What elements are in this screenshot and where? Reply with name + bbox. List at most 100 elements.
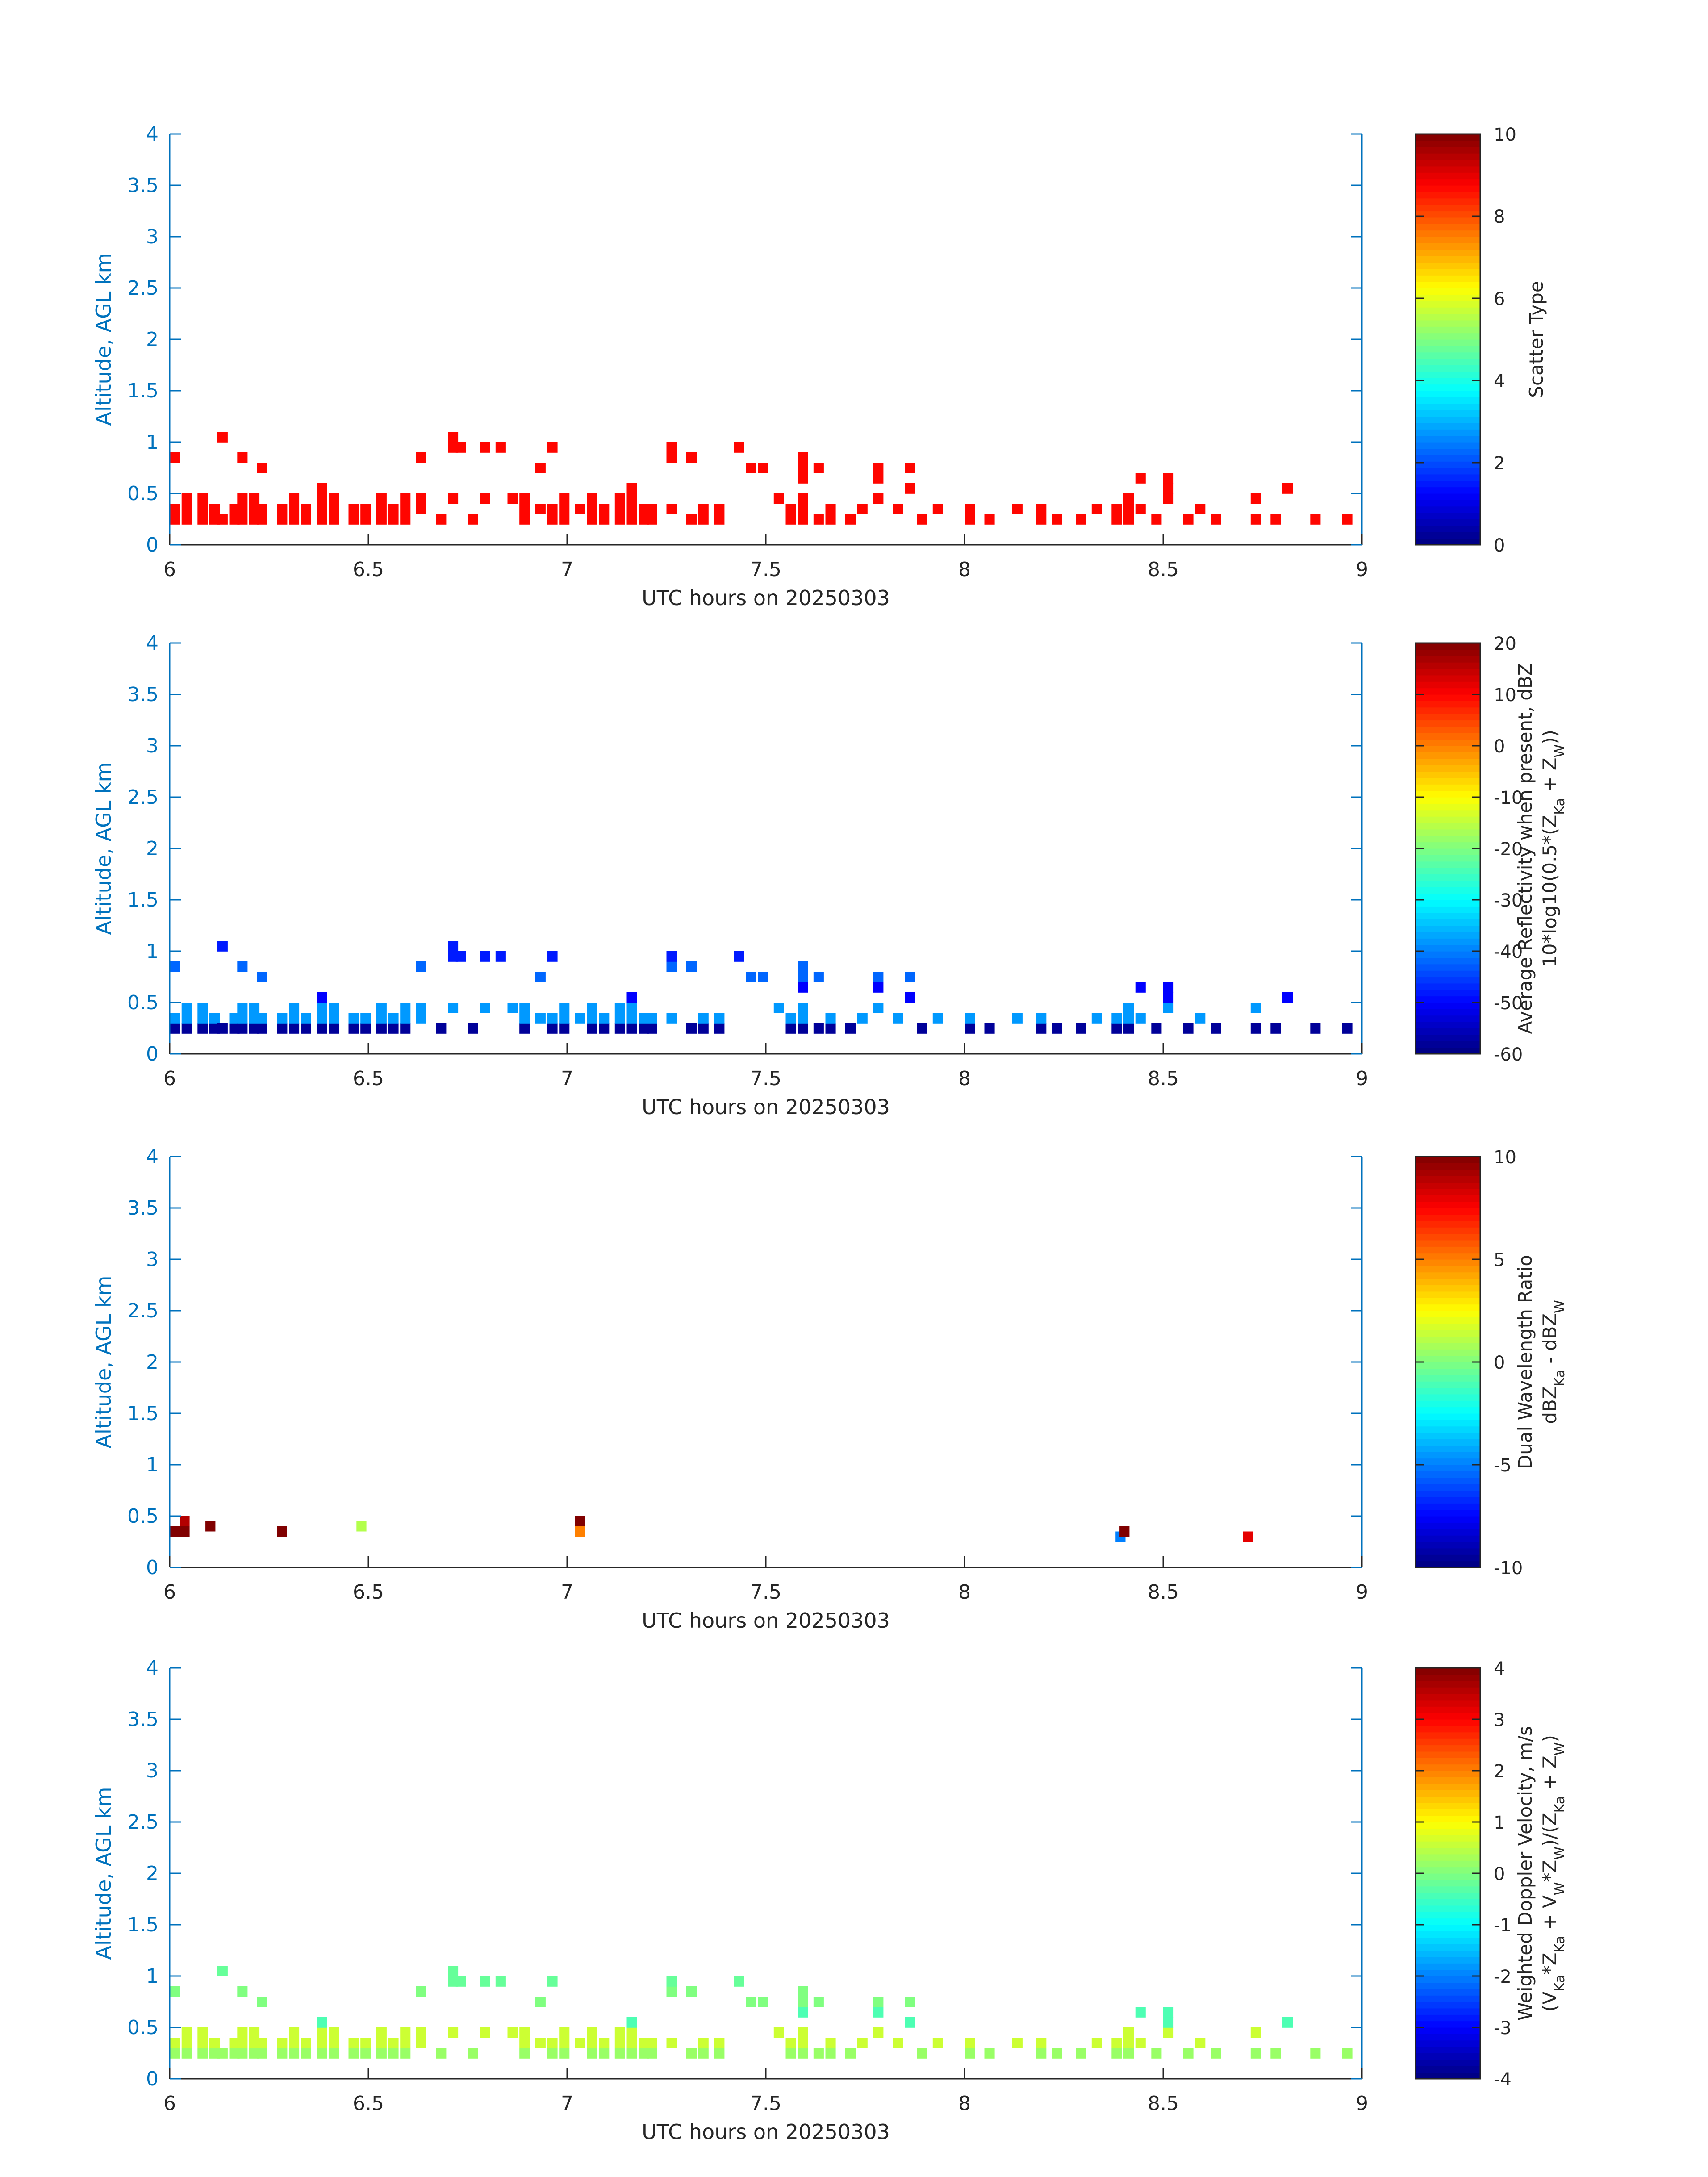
- data-cell: [626, 2017, 637, 2028]
- y-tick-label: 3: [146, 226, 159, 248]
- colorbar-segment: [1416, 1828, 1480, 1835]
- heatmap-cells: [170, 1516, 1253, 1542]
- data-cell: [798, 504, 808, 514]
- colorbar-segment: [1416, 1003, 1480, 1009]
- data-cell: [917, 2048, 927, 2059]
- data-cell: [448, 1966, 459, 1976]
- data-cell: [734, 951, 744, 962]
- colorbar-segment: [1416, 1726, 1480, 1733]
- data-cell: [181, 2048, 192, 2059]
- data-cell: [917, 1023, 927, 1034]
- data-cell: [1123, 2048, 1134, 2059]
- data-cell: [686, 961, 697, 972]
- panel-reflectivity: 6 6.5 7 7.5 8 8.5 9 0 0.5 1 1.5 2 2.5 3 3.5 4 UTC hours …: [92, 632, 1568, 1119]
- data-cell: [1270, 2048, 1281, 2059]
- x-tick-label: 7.5: [750, 2092, 781, 2115]
- colorbar-tick-label: -1: [1494, 1915, 1512, 1936]
- colorbar-segment: [1416, 1956, 1480, 1964]
- data-cell: [932, 2038, 943, 2048]
- data-cell: [376, 504, 387, 514]
- colorbar-segment: [1416, 455, 1480, 462]
- data-cell: [197, 493, 208, 504]
- data-cell: [647, 514, 657, 525]
- data-cell: [587, 2048, 597, 2059]
- data-cell: [825, 2038, 836, 2048]
- colorbar-segment: [1416, 333, 1480, 340]
- colorbar-segment: [1416, 855, 1480, 862]
- data-cell: [845, 2048, 856, 2059]
- data-cell: [348, 2048, 359, 2059]
- data-cell: [1012, 2038, 1023, 2048]
- colorbar-segment: [1416, 185, 1480, 192]
- colorbar: -4 -3 -2 -1 0 1 2 3 4 Weighted Doppler Velocity, …: [1415, 1659, 1568, 2090]
- data-cell: [217, 1023, 228, 1034]
- data-cell: [1036, 504, 1047, 514]
- data-cell: [317, 514, 327, 525]
- colorbar-label: Average Reflectivity when present, dBZ: [1514, 663, 1536, 1034]
- colorbar-segment: [1416, 192, 1480, 199]
- data-cell: [647, 2048, 657, 2059]
- colorbar-segment: [1416, 900, 1480, 907]
- colorbar-segment: [1416, 153, 1480, 160]
- data-cell: [965, 1023, 975, 1034]
- data-cell: [480, 1003, 490, 1013]
- data-cell: [686, 514, 697, 525]
- colorbar-segment: [1416, 938, 1480, 945]
- data-cell: [746, 1997, 756, 2007]
- colorbar-tick-label: 3: [1494, 1710, 1505, 1730]
- panel-doppler-velocity: 6 6.5 7 7.5 8 8.5 9 0 0.5 1 1.5 2 2.5 3 3.5 4 UTC hours …: [92, 1657, 1568, 2144]
- data-cell: [785, 2038, 796, 2048]
- data-cell: [626, 493, 637, 504]
- colorbar-segment: [1416, 1047, 1480, 1054]
- data-cell: [1250, 493, 1261, 504]
- data-cell: [599, 2038, 610, 2048]
- colorbar-segment: [1416, 1169, 1480, 1176]
- data-cell: [614, 1023, 625, 1034]
- colorbar-segment: [1416, 848, 1480, 855]
- data-cell: [181, 493, 192, 504]
- colorbar-segment: [1416, 1912, 1480, 1919]
- data-cell: [1123, 2027, 1134, 2038]
- colorbar-segment: [1416, 1777, 1480, 1784]
- y-axis-label: Altitude, AGL km: [92, 1275, 116, 1448]
- colorbar-segment: [1416, 803, 1480, 811]
- x-tick-label: 7: [561, 1581, 573, 1604]
- data-cell: [400, 1013, 411, 1024]
- colorbar-segment: [1416, 134, 1480, 141]
- colorbar-segment: [1416, 326, 1480, 334]
- data-cell: [666, 504, 677, 514]
- data-cell: [329, 2038, 339, 2048]
- data-cell: [289, 1003, 300, 1013]
- colorbar-segment: [1416, 1976, 1480, 1983]
- colorbar-segment: [1416, 720, 1480, 727]
- data-cell: [181, 1013, 192, 1024]
- data-cell: [893, 2038, 903, 2048]
- x-tick-label: 9: [1356, 2092, 1368, 2115]
- colorbar-segment: [1416, 1758, 1480, 1765]
- data-cell: [197, 2048, 208, 2059]
- colorbar-segment: [1416, 448, 1480, 455]
- colorbar-segment: [1416, 140, 1480, 147]
- data-cell: [519, 1013, 530, 1024]
- colorbar-segment: [1416, 1022, 1480, 1029]
- colorbar-segment: [1416, 1719, 1480, 1726]
- colorbar-segment: [1416, 538, 1480, 545]
- data-cell: [1111, 1013, 1122, 1024]
- colorbar-segment: [1416, 1368, 1480, 1375]
- data-cell: [547, 442, 558, 453]
- data-cell: [547, 1023, 558, 1034]
- x-tick-label: 7: [561, 1067, 573, 1090]
- colorbar-segment: [1416, 301, 1480, 308]
- data-cell: [798, 1003, 808, 1013]
- data-cell: [905, 1997, 915, 2007]
- x-tick-label: 8: [958, 558, 971, 581]
- colorbar-segment: [1416, 346, 1480, 353]
- data-cell: [376, 2027, 387, 2038]
- data-cell: [519, 1003, 530, 1013]
- y-tick-label: 1.5: [127, 1402, 159, 1425]
- colorbar-segment: [1416, 836, 1480, 843]
- data-cell: [599, 2048, 610, 2059]
- colorbar-label: Dual Wavelength Ratio: [1514, 1255, 1536, 1469]
- colorbar-segment: [1416, 2040, 1480, 2047]
- data-cell: [559, 504, 570, 514]
